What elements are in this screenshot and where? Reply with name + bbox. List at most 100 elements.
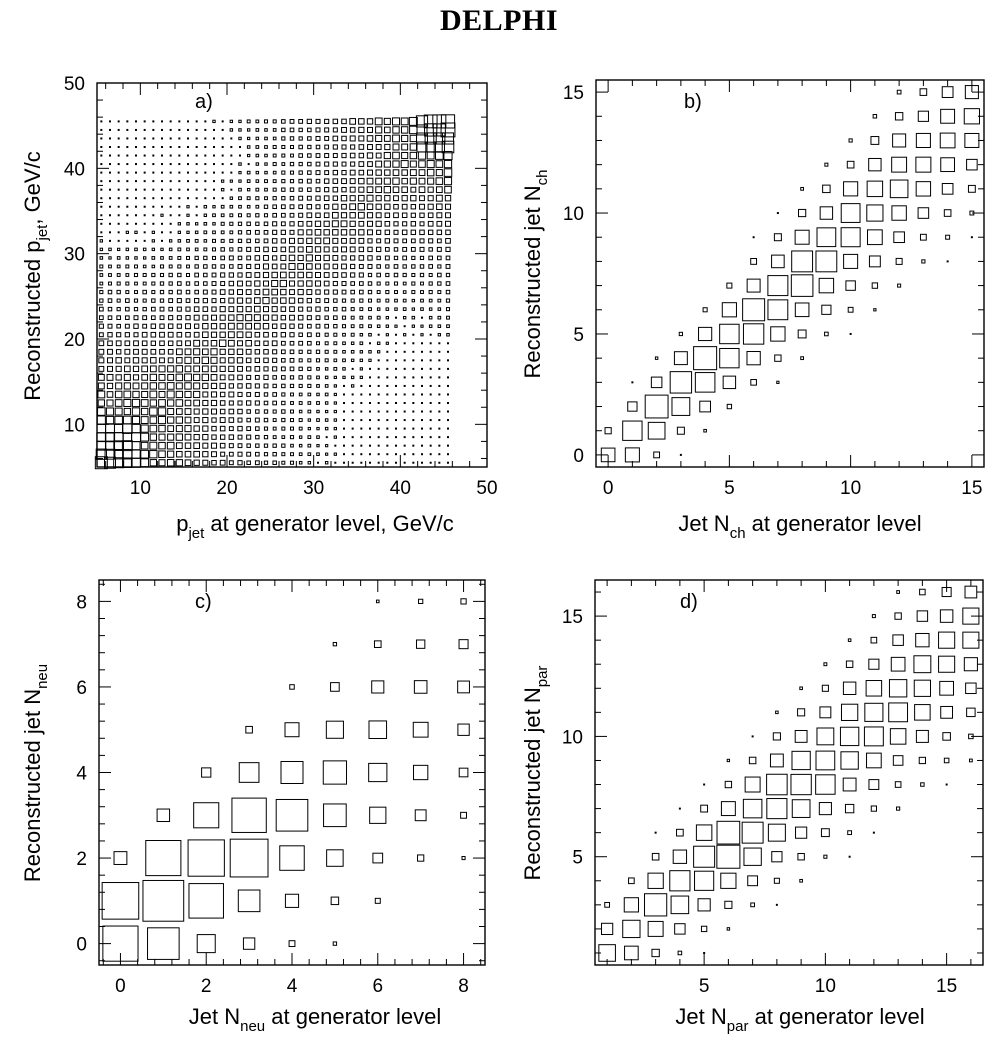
- bin-box: [440, 122, 456, 138]
- bin-box: [429, 333, 432, 336]
- bin-box: [670, 895, 690, 915]
- bin-box: [98, 348, 105, 355]
- bin-box: [97, 407, 106, 416]
- bin-box: [169, 128, 172, 131]
- bin-box: [176, 315, 182, 321]
- x-tick-label: 8: [458, 976, 469, 997]
- bin-box: [447, 393, 449, 396]
- bin-box: [351, 444, 354, 447]
- bin-box: [176, 331, 183, 338]
- bin-box: [888, 702, 909, 723]
- bin-box: [332, 169, 339, 176]
- bin-box: [288, 254, 296, 262]
- bin-box: [220, 451, 226, 457]
- bin-box: [315, 144, 321, 150]
- bin-box: [720, 872, 737, 889]
- bin-box: [280, 204, 286, 210]
- bin-box: [395, 384, 397, 387]
- bin-box: [288, 280, 296, 287]
- bin-box: [219, 400, 226, 406]
- bin-box: [774, 354, 782, 362]
- bin-box: [228, 357, 235, 364]
- bin-box: [750, 257, 758, 265]
- bin-box: [435, 169, 443, 177]
- bin-box: [415, 115, 429, 128]
- bin-box: [176, 289, 182, 295]
- bin-box: [437, 255, 442, 261]
- bin-box: [140, 424, 149, 433]
- bin-box: [125, 230, 129, 234]
- bin-box: [169, 231, 172, 234]
- bin-box: [939, 609, 954, 623]
- bin-box: [281, 409, 286, 414]
- bin-box: [440, 114, 456, 129]
- bin-box: [919, 588, 926, 596]
- bin-box: [143, 188, 146, 191]
- bin-box: [237, 889, 261, 913]
- bin-box: [289, 306, 295, 312]
- bin-box: [818, 802, 832, 816]
- bin-box: [314, 280, 322, 287]
- bin-box: [103, 456, 117, 469]
- bin-box: [245, 297, 252, 304]
- bin-box: [203, 247, 208, 252]
- bin-box: [377, 453, 380, 456]
- x-tick-label: 40: [390, 478, 411, 499]
- bin-box: [254, 246, 260, 253]
- bin-box: [767, 299, 789, 321]
- bin-box: [114, 390, 123, 399]
- bin-box: [228, 374, 235, 381]
- bin-box: [237, 247, 243, 252]
- bin-box: [272, 229, 278, 235]
- bin-box: [377, 359, 380, 362]
- bin-box: [143, 154, 146, 157]
- bin-box: [461, 856, 466, 861]
- bin-box: [289, 418, 295, 423]
- bin-box: [421, 419, 423, 422]
- bin-box: [124, 365, 131, 373]
- bin-box: [376, 315, 381, 320]
- bin-box: [343, 419, 345, 422]
- bin-box: [377, 461, 380, 464]
- bin-box: [369, 453, 371, 456]
- bin-box: [360, 419, 363, 422]
- bin-box: [185, 272, 191, 278]
- bin-box: [821, 304, 832, 315]
- bin-box: [766, 798, 788, 820]
- bin-box: [385, 324, 390, 328]
- bin-box: [324, 384, 329, 388]
- bin-box: [892, 634, 904, 646]
- bin-box: [298, 127, 303, 133]
- bin-box: [220, 281, 226, 286]
- bin-box: [891, 205, 907, 221]
- bin-box: [298, 375, 303, 380]
- bin-box: [333, 452, 337, 456]
- bin-box: [152, 146, 155, 148]
- bin-box: [123, 373, 131, 381]
- bin-box: [650, 376, 663, 389]
- bin-box: [107, 323, 113, 329]
- bin-box: [236, 297, 244, 304]
- bin-box: [104, 432, 116, 443]
- bin-box: [333, 426, 338, 431]
- bin-box: [445, 272, 451, 278]
- bin-box: [98, 332, 104, 338]
- bin-box: [255, 153, 260, 158]
- bin-box: [435, 194, 443, 202]
- bin-box: [254, 229, 260, 235]
- bin-box: [419, 264, 425, 269]
- bin-box: [416, 132, 428, 145]
- bin-box: [126, 128, 129, 131]
- bin-box: [289, 195, 295, 201]
- bin-box: [175, 399, 184, 407]
- bin-box: [325, 436, 328, 439]
- bin-box: [349, 127, 356, 133]
- bin-box: [175, 373, 184, 382]
- bin-box: [333, 324, 338, 329]
- bin-box: [889, 179, 909, 199]
- bin-box: [413, 680, 428, 694]
- bin-box: [773, 877, 780, 884]
- bin-box: [95, 448, 107, 460]
- bin-box: [229, 213, 234, 218]
- bin-box: [445, 229, 451, 236]
